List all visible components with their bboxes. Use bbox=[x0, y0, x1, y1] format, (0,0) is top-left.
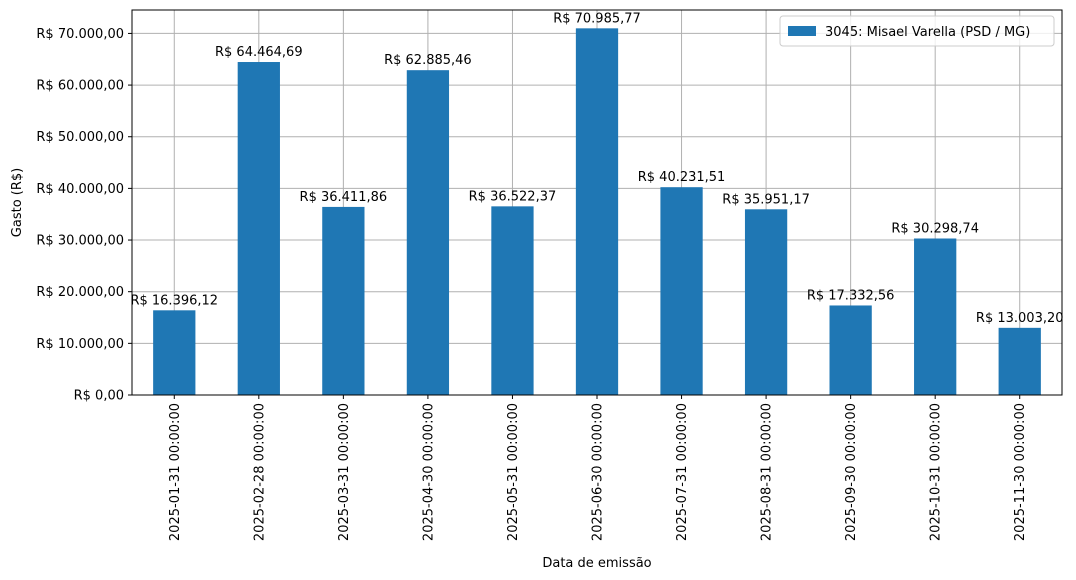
bar bbox=[575, 28, 619, 396]
y-tick-label: R$ 30.000,00 bbox=[36, 234, 124, 249]
bar-value-label: R$ 62.885,46 bbox=[384, 53, 472, 68]
y-axis-label: Gasto (R$) bbox=[10, 168, 25, 237]
bar-value-label: R$ 36.411,86 bbox=[300, 190, 388, 205]
x-tick-label: 2025-08-31 00:00:00 bbox=[760, 403, 775, 541]
x-tick-label: 2025-04-30 00:00:00 bbox=[421, 403, 436, 541]
legend-box bbox=[779, 15, 1055, 47]
bar-value-label: R$ 17.332,56 bbox=[807, 288, 895, 303]
bar bbox=[406, 70, 450, 396]
legend-label: 3045: Misael Varella (PSD / MG) bbox=[825, 25, 1030, 40]
bar-value-label: R$ 30.298,74 bbox=[891, 221, 979, 236]
bar bbox=[829, 305, 872, 395]
x-tick-label: 2025-07-31 00:00:00 bbox=[675, 403, 690, 541]
bar-value-label: R$ 40.231,51 bbox=[638, 170, 726, 185]
x-tick-label: 2025-11-30 00:00:00 bbox=[1013, 403, 1028, 541]
bar bbox=[237, 62, 280, 396]
y-tick-label: R$ 70.000,00 bbox=[36, 27, 124, 42]
x-tick-label: 2025-10-31 00:00:00 bbox=[929, 403, 944, 541]
y-axis: R$ 0,00 R$ 10.000,00 R$ 20.000,00 R$ 30.000… bbox=[36, 27, 132, 404]
y-tick-label: R$ 40.000,00 bbox=[36, 182, 124, 197]
bar-value-label: R$ 16.396,12 bbox=[130, 293, 218, 308]
y-tick-label: R$ 60.000,00 bbox=[36, 79, 124, 94]
bar bbox=[153, 310, 196, 395]
legend: 3045: Misael Varella (PSD / MG) bbox=[779, 15, 1055, 47]
bars-layer bbox=[153, 28, 1041, 396]
x-tick-label: 2025-02-28 00:00:00 bbox=[252, 403, 267, 541]
data-labels-layer: R$ 16.396,12 R$ 64.464,69 R$ 36.411,86 R$ 6… bbox=[130, 11, 1063, 326]
y-tick-label: R$ 0,00 bbox=[74, 389, 124, 404]
x-tick-label: 2025-01-31 00:00:00 bbox=[168, 403, 183, 541]
bar-value-label: R$ 35.951,17 bbox=[722, 192, 810, 207]
bar-value-label: R$ 64.464,69 bbox=[215, 45, 303, 60]
y-tick-label: R$ 20.000,00 bbox=[36, 285, 124, 300]
bar bbox=[322, 206, 365, 395]
x-tick-label: 2025-05-31 00:00:00 bbox=[506, 403, 521, 541]
x-tick-label: 2025-09-30 00:00:00 bbox=[844, 403, 859, 541]
x-axis: 2025-01-31 00:00:00 2025-02-28 00:00:00 20… bbox=[168, 395, 1028, 541]
bar bbox=[744, 209, 788, 395]
bar bbox=[914, 238, 957, 395]
bar bbox=[660, 187, 703, 395]
bar bbox=[491, 206, 534, 395]
bar-value-label: R$ 36.522,37 bbox=[469, 189, 557, 204]
bar-value-label: R$ 70.985,77 bbox=[553, 11, 641, 26]
y-tick-label: R$ 50.000,00 bbox=[36, 130, 124, 145]
bar-value-label: R$ 13.003,20 bbox=[976, 311, 1064, 326]
x-tick-label: 2025-06-30 00:00:00 bbox=[591, 403, 606, 541]
y-tick-label: R$ 10.000,00 bbox=[36, 337, 124, 352]
bar bbox=[998, 327, 1041, 395]
legend-swatch bbox=[788, 26, 816, 36]
x-tick-label: 2025-03-31 00:00:00 bbox=[337, 403, 352, 541]
x-axis-label: Data de emissão bbox=[542, 556, 651, 571]
